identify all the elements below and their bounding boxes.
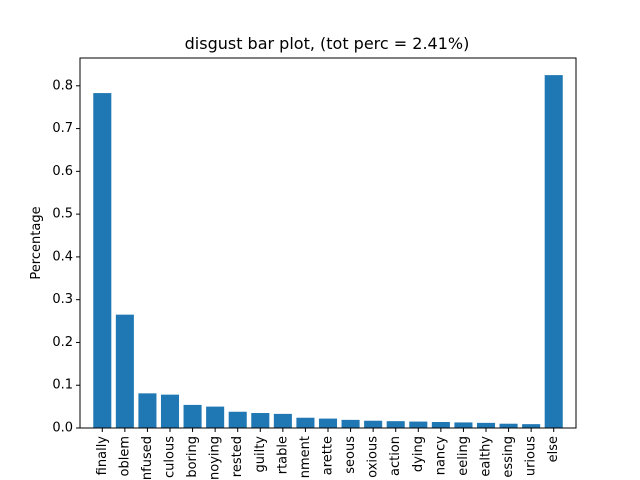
x-tick-label: else (546, 436, 561, 462)
bar (206, 406, 225, 428)
y-tick-label: 0.2 (52, 335, 73, 350)
y-tick-label: 0.6 (52, 164, 73, 179)
plot-frame (79, 57, 577, 429)
x-tick-label: oblem (117, 436, 132, 476)
y-axis-label: Percentage (29, 206, 44, 279)
x-tick-label: eeling (456, 436, 471, 476)
y-tick-label: 0.7 (52, 121, 73, 136)
x-tick-label: nment (298, 436, 313, 478)
bar (499, 423, 518, 428)
bar (341, 419, 360, 428)
bar (409, 421, 428, 428)
x-tick-label: rtable (275, 436, 290, 474)
bar (431, 422, 450, 428)
bar (228, 411, 247, 428)
bar (251, 413, 270, 428)
y-axis: 0.0 0.1 0.2 0.3 0.4 0.5 0.6 0.7 0.8 (52, 78, 80, 436)
x-axis: finally oblem nfused culous boring noying rest… (95, 428, 561, 480)
bar (273, 413, 292, 428)
x-tick-label: ealthy (479, 436, 494, 477)
bar (160, 394, 180, 428)
y-tick-label: 0.1 (52, 378, 73, 393)
y-tick-label: 0.5 (52, 207, 73, 222)
bar (386, 421, 405, 428)
x-tick-label: urious (524, 436, 539, 476)
x-tick-label: culous (163, 436, 178, 478)
bar (364, 420, 383, 428)
bar (296, 417, 315, 428)
x-tick-label: nfused (140, 436, 155, 480)
x-tick-label: dying (411, 436, 426, 472)
x-tick-label: oxious (366, 436, 381, 478)
x-tick-label: rested (230, 436, 245, 477)
bar (544, 75, 563, 429)
bar (183, 404, 202, 428)
x-tick-label: essing (501, 436, 516, 478)
x-tick-label: boring (185, 436, 200, 478)
bar (522, 424, 541, 428)
x-tick-label: finally (95, 436, 110, 476)
y-tick-label: 0.3 (52, 292, 73, 307)
x-tick-label: noying (208, 436, 223, 480)
y-tick-label: 0.4 (52, 249, 73, 264)
bars-group (93, 75, 563, 429)
bar (115, 314, 134, 428)
x-tick-label: seous (343, 436, 358, 474)
x-tick-label: guilty (253, 436, 268, 473)
y-tick-label: 0.8 (52, 78, 73, 93)
x-tick-label: arette (321, 436, 336, 475)
bar (93, 93, 112, 428)
bar (138, 393, 157, 428)
x-tick-label: action (388, 436, 403, 476)
chart-title: disgust bar plot, (tot perc = 2.41%) (185, 34, 470, 53)
bar (476, 422, 496, 428)
bar (318, 418, 338, 428)
x-tick-label: nancy (433, 436, 448, 476)
bar (454, 422, 473, 428)
y-tick-label: 0.0 (52, 421, 73, 436)
